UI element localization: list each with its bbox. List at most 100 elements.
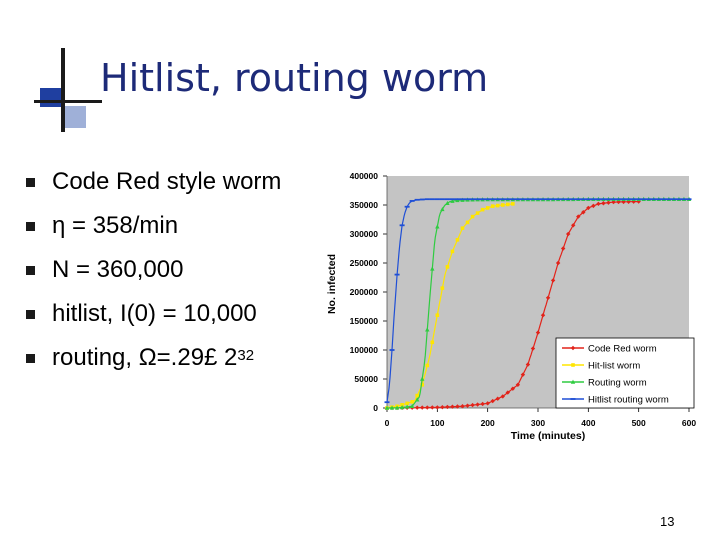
data-point: [485, 206, 490, 210]
data-point: [384, 401, 390, 404]
data-point: [570, 198, 576, 201]
data-point: [515, 382, 521, 387]
data-point: [439, 198, 445, 201]
data-point: [651, 198, 657, 201]
data-point: [415, 393, 419, 398]
legend-label: Routing worm: [588, 378, 647, 389]
bullet-item: η = 358/min: [26, 208, 281, 252]
data-point: [596, 201, 601, 207]
data-point: [409, 403, 415, 409]
data-point: [636, 198, 642, 201]
data-point: [409, 200, 415, 202]
data-point: [440, 404, 445, 410]
data-point: [424, 198, 430, 201]
data-point: [470, 214, 475, 219]
data-point: [404, 404, 410, 409]
data-point: [400, 403, 404, 407]
data-point: [429, 198, 435, 201]
data-point: [480, 207, 485, 212]
data-point: [621, 199, 626, 205]
data-point: [506, 202, 510, 207]
legend-label: Hit-list worm: [588, 361, 640, 372]
x-tick-label: 300: [531, 418, 545, 428]
data-point: [449, 198, 455, 201]
data-point: [626, 198, 632, 201]
legend-marker: [570, 345, 576, 351]
x-tick-label: 500: [632, 418, 646, 428]
data-point: [661, 198, 667, 201]
data-point: [465, 198, 471, 201]
data-point: [616, 198, 622, 201]
data-point: [445, 200, 450, 206]
bullet-item: Code Red style worm: [26, 164, 281, 208]
data-point: [475, 198, 481, 201]
data-point: [681, 198, 687, 201]
data-point: [415, 397, 420, 402]
data-point: [535, 330, 541, 335]
data-point: [646, 198, 652, 201]
decor-vertical-bar: [61, 48, 65, 132]
data-point: [505, 390, 510, 395]
data-point: [510, 198, 516, 201]
slide-number: 13: [660, 514, 675, 529]
data-point: [389, 349, 395, 351]
data-point: [434, 198, 440, 201]
data-point: [470, 402, 475, 408]
data-point: [445, 404, 450, 410]
bullet-item: N = 360,000: [26, 252, 281, 296]
legend-marker: [570, 379, 576, 384]
data-point: [641, 198, 647, 201]
data-point: [515, 198, 521, 201]
y-tick-label: 300000: [350, 229, 379, 239]
data-point: [555, 198, 561, 201]
decor-square-light: [65, 106, 86, 128]
y-axis-label: No. infected: [326, 254, 338, 314]
data-point: [450, 249, 455, 254]
data-point: [606, 200, 611, 205]
data-point: [399, 224, 405, 227]
bullet-superscript: 32: [237, 347, 255, 364]
x-axis-label: Time (minutes): [511, 430, 585, 442]
legend-marker: [571, 363, 575, 367]
bullet-square-icon: [26, 222, 35, 231]
data-point: [500, 394, 505, 399]
data-point: [430, 405, 435, 410]
data-point: [590, 198, 596, 201]
data-point: [656, 198, 662, 201]
data-point: [525, 362, 531, 367]
bullet-square-icon: [26, 354, 35, 363]
data-point: [595, 198, 601, 201]
data-point: [575, 198, 581, 201]
bullet-square-icon: [26, 178, 35, 187]
data-point: [611, 198, 616, 201]
y-tick-label: 100000: [350, 345, 379, 355]
data-point: [676, 198, 682, 201]
data-point: [384, 405, 390, 410]
data-point: [576, 214, 581, 219]
data-point: [585, 198, 591, 201]
data-point: [440, 286, 445, 290]
data-point: [394, 405, 400, 410]
data-point: [530, 346, 536, 351]
data-point: [605, 198, 611, 201]
data-point: [455, 404, 460, 409]
y-tick-label: 150000: [350, 316, 379, 326]
data-point: [490, 398, 495, 404]
data-point: [410, 400, 414, 404]
bullet-text: hitlist, I(0) = 10,000: [52, 300, 257, 327]
data-point: [435, 313, 440, 317]
data-point: [530, 198, 536, 201]
x-tick-label: 400: [581, 418, 595, 428]
data-point: [500, 203, 505, 207]
data-point: [420, 383, 425, 387]
data-point: [399, 405, 405, 410]
bullet-square-icon: [26, 266, 35, 275]
x-tick-label: 600: [682, 418, 696, 428]
data-point: [465, 220, 470, 225]
bullet-item: routing, Ω=.29£ 232: [26, 340, 281, 384]
decor-horizontal-bar: [34, 100, 102, 103]
x-tick-label: 0: [385, 418, 390, 428]
data-point: [495, 198, 501, 201]
data-point: [666, 198, 672, 201]
data-point: [425, 327, 430, 332]
